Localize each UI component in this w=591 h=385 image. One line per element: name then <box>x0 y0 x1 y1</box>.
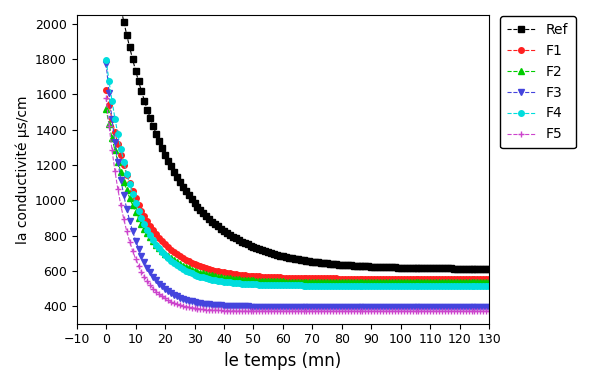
F4 <box>385 283 392 288</box>
F2 <box>486 280 493 285</box>
F4 <box>341 283 348 288</box>
F5 <box>321 309 328 314</box>
F5 <box>170 301 177 305</box>
F1 <box>486 276 493 281</box>
Y-axis label: la conductivité µs/cm: la conductivité µs/cm <box>15 95 30 244</box>
Ref <box>170 170 177 174</box>
F2 <box>117 170 124 174</box>
F1 <box>117 153 124 157</box>
F3 <box>486 305 493 309</box>
Ref <box>117 5 124 10</box>
F2 <box>170 258 177 263</box>
Ref <box>385 265 392 270</box>
F5 <box>117 203 124 208</box>
F3 <box>400 305 407 309</box>
Line: F5: F5 <box>103 95 492 314</box>
F2 <box>103 107 110 112</box>
Line: Ref: Ref <box>103 0 492 271</box>
Ref <box>400 265 407 270</box>
F5 <box>385 309 392 314</box>
F4 <box>103 58 110 62</box>
Ref <box>321 261 328 266</box>
F5 <box>341 309 348 314</box>
F2 <box>400 280 407 285</box>
F4 <box>486 283 493 288</box>
F2 <box>321 280 328 285</box>
F1 <box>400 276 407 281</box>
Legend: Ref, F1, F2, F3, F4, F5: Ref, F1, F2, F3, F4, F5 <box>500 16 576 148</box>
F1 <box>170 250 177 254</box>
F3 <box>321 305 328 309</box>
F4 <box>400 283 407 288</box>
F4 <box>117 147 124 151</box>
X-axis label: le temps (mn): le temps (mn) <box>225 352 342 370</box>
F5 <box>486 309 493 314</box>
Ref <box>341 263 348 267</box>
Line: F1: F1 <box>103 87 492 281</box>
F2 <box>385 280 392 285</box>
F3 <box>170 293 177 297</box>
F5 <box>400 309 407 314</box>
F1 <box>103 88 110 92</box>
F3 <box>103 61 110 66</box>
F1 <box>385 276 392 281</box>
F1 <box>341 276 348 281</box>
Line: F4: F4 <box>103 57 492 289</box>
F4 <box>170 261 177 266</box>
Ref <box>486 266 493 271</box>
F2 <box>341 280 348 285</box>
F3 <box>341 305 348 309</box>
Line: F2: F2 <box>103 107 492 285</box>
F3 <box>385 305 392 309</box>
F4 <box>321 283 328 288</box>
F3 <box>117 177 124 182</box>
F5 <box>103 95 110 100</box>
Line: F3: F3 <box>103 61 492 310</box>
F1 <box>321 276 328 281</box>
